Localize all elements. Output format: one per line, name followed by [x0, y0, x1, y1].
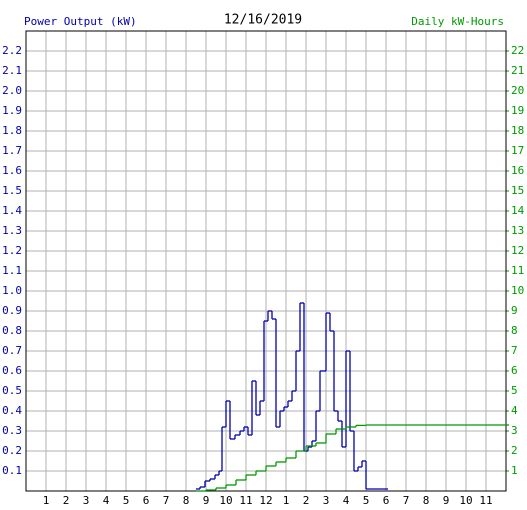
x-tick-label: 11 — [239, 494, 252, 507]
x-tick-label: 8 — [183, 494, 190, 507]
y-tick-label: 1.3 — [2, 224, 22, 237]
y-tick-label: 2.1 — [2, 64, 22, 77]
x-tick-label: 4 — [343, 494, 350, 507]
y-tick-label: 0.8 — [2, 324, 22, 337]
x-tick-label: 12 — [259, 494, 272, 507]
y-tick-label: 2.2 — [2, 44, 22, 57]
y2-tick-label: 17 — [511, 144, 524, 157]
y-tick-label: 0.4 — [2, 404, 22, 417]
y-tick-label: 1.8 — [2, 124, 22, 137]
x-tick-label: 8 — [423, 494, 430, 507]
y-tick-label: 0.7 — [2, 344, 22, 357]
y-tick-label: 2.0 — [2, 84, 22, 97]
x-tick-label: 6 — [383, 494, 390, 507]
x-tick-label: 3 — [83, 494, 90, 507]
y-tick-label: 1.4 — [2, 204, 22, 217]
y-tick-label: 0.9 — [2, 304, 22, 317]
y-tick-label: 1.9 — [2, 104, 22, 117]
y2-tick-label: 8 — [511, 324, 518, 337]
x-tick-label: 1 — [43, 494, 50, 507]
y-axis-title: Power Output (kW) — [24, 15, 137, 28]
x-tick-label: 2 — [63, 494, 70, 507]
y-tick-label: 1.7 — [2, 144, 22, 157]
y2-tick-label: 12 — [511, 244, 524, 257]
y2-tick-label: 19 — [511, 104, 524, 117]
y2-axis-title: Daily kW-Hours — [411, 15, 504, 28]
y2-tick-label: 16 — [511, 164, 524, 177]
x-tick-label: 9 — [203, 494, 210, 507]
x-tick-label: 3 — [323, 494, 330, 507]
y-tick-label: 1.1 — [2, 264, 22, 277]
x-tick-label: 10 — [459, 494, 472, 507]
x-tick-label: 1 — [283, 494, 290, 507]
y2-tick-label: 6 — [511, 364, 518, 377]
y-tick-label: 1.0 — [2, 284, 22, 297]
x-tick-label: 5 — [123, 494, 130, 507]
y2-tick-label: 4 — [511, 404, 518, 417]
y-tick-label: 1.6 — [2, 164, 22, 177]
x-tick-label: 7 — [163, 494, 170, 507]
x-tick-label: 5 — [363, 494, 370, 507]
y2-tick-label: 3 — [511, 424, 518, 437]
chart-title: 12/16/2019 — [224, 13, 302, 28]
y-tick-label: 0.2 — [2, 444, 22, 457]
y2-tick-label: 10 — [511, 284, 524, 297]
plot-frame — [25, 30, 507, 492]
x-tick-label: 4 — [103, 494, 110, 507]
y-tick-label: 1.2 — [2, 244, 22, 257]
y-tick-label: 1.5 — [2, 184, 22, 197]
y2-tick-label: 18 — [511, 124, 524, 137]
x-tick-label: 2 — [303, 494, 310, 507]
y-tick-label: 0.6 — [2, 364, 22, 377]
y2-tick-label: 21 — [511, 64, 524, 77]
y2-tick-label: 20 — [511, 84, 524, 97]
y2-tick-label: 2 — [511, 444, 518, 457]
y2-tick-label: 15 — [511, 184, 524, 197]
x-tick-label: 7 — [403, 494, 410, 507]
y2-tick-label: 1 — [511, 464, 518, 477]
y2-tick-label: 22 — [511, 44, 524, 57]
y2-tick-label: 9 — [511, 304, 518, 317]
y2-tick-label: 11 — [511, 264, 524, 277]
y2-tick-label: 14 — [511, 204, 525, 217]
x-tick-label: 11 — [479, 494, 492, 507]
y2-tick-label: 13 — [511, 224, 524, 237]
y2-tick-label: 7 — [511, 344, 518, 357]
x-tick-label: 10 — [219, 494, 232, 507]
y-tick-label: 0.1 — [2, 464, 22, 477]
y2-tick-label: 5 — [511, 384, 518, 397]
x-tick-label: 9 — [443, 494, 450, 507]
y-tick-label: 0.5 — [2, 384, 22, 397]
x-tick-label: 6 — [143, 494, 150, 507]
y-tick-label: 0.3 — [2, 424, 22, 437]
